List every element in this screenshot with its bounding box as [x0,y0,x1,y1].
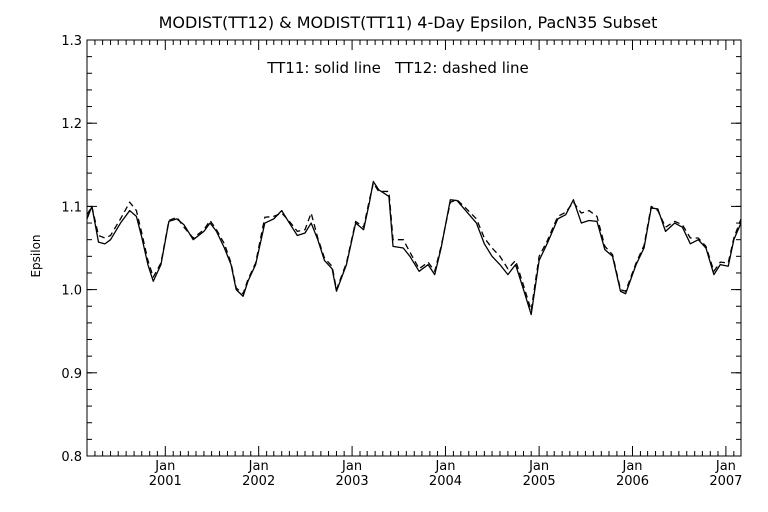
y-tick-label: 0.9 [61,367,82,382]
x-tick-year-label: 2007 [709,474,742,489]
x-tick-month-label: Jan [341,459,362,474]
y-tick-label: 1.0 [61,284,82,299]
y-tick-label: 1.3 [61,34,82,49]
chart-title: MODIST(TT12) & MODIST(TT11) 4-Day Epsilo… [159,13,658,32]
series-line-tt11 [86,180,742,316]
y-tick-label: 1.1 [61,200,82,215]
x-tick-month-label: Jan [715,459,736,474]
series-group [86,180,742,316]
x-tick-month-label: Jan [154,459,175,474]
x-tick-year-label: 2005 [523,474,556,489]
x-tick-year-label: 2003 [336,474,369,489]
x-tick-month-label: Jan [528,459,549,474]
y-tick-label: 0.8 [61,450,82,465]
y-axis-label: Epsilon [29,234,43,277]
x-tick-year-label: 2001 [149,474,182,489]
x-tick-month-label: Jan [248,459,269,474]
x-tick-year-label: 2002 [242,474,275,489]
x-tick-month-label: Jan [621,459,642,474]
chart-annotation: TT11: solid line TT12: dashed line [266,59,529,77]
plot-frame [86,39,742,457]
x-tick-year-label: 2006 [616,474,649,489]
x-tick-month-label: Jan [434,459,455,474]
series-line-tt12 [86,182,742,312]
axes-group: 0.80.91.01.11.21.3Jan2001Jan2002Jan2003J… [61,34,742,489]
x-tick-year-label: 2004 [429,474,462,489]
y-tick-label: 1.2 [61,117,82,132]
